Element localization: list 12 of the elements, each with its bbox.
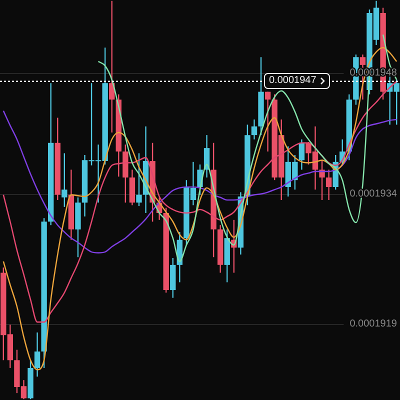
candlestick	[264, 91, 271, 152]
line-series	[2, 46, 398, 370]
candlestick	[62, 152, 68, 208]
candlestick	[326, 169, 332, 201]
candlestick	[136, 152, 142, 207]
ref-line-label: 0.0001947	[269, 75, 316, 88]
y-tick-label: 0.0001919	[350, 318, 398, 330]
candlestick	[319, 160, 325, 201]
candlestick	[298, 138, 305, 170]
candlestick	[251, 118, 258, 140]
line-series	[2, 110, 398, 254]
candlestick	[34, 332, 40, 378]
